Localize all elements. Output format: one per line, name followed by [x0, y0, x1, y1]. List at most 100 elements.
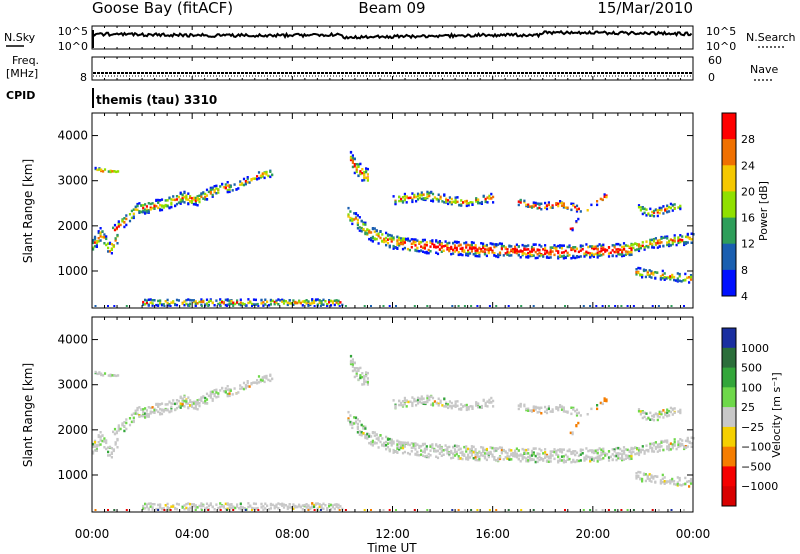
velocity-cell — [366, 383, 369, 386]
power-cell — [671, 203, 674, 207]
power-cell — [217, 191, 220, 194]
power-cell — [194, 305, 197, 307]
power-cell — [159, 302, 162, 305]
velocity-cell — [585, 457, 588, 461]
power-cell — [140, 210, 143, 214]
power-cell — [452, 200, 455, 204]
power-cell — [107, 246, 110, 250]
power-cell — [538, 206, 541, 210]
velocity-cell — [630, 447, 633, 451]
velocity-cell — [430, 395, 433, 398]
velocity-cell — [570, 452, 573, 456]
power-cell — [647, 213, 650, 216]
power-cell — [440, 245, 443, 248]
power-cell — [292, 299, 295, 302]
velocity-cell — [482, 398, 485, 402]
velocity-cell — [654, 446, 657, 449]
power-cell — [591, 245, 594, 248]
colorbar-tick-label: 24 — [741, 159, 755, 172]
velocity-cell — [107, 446, 110, 449]
power-cell — [249, 301, 252, 304]
power-cell — [144, 203, 147, 206]
velocity-cell — [433, 449, 436, 453]
velocity-cell — [377, 436, 380, 439]
power-cell — [457, 253, 460, 257]
velocity-cell — [426, 394, 429, 398]
power-cell — [564, 305, 566, 307]
velocity-cell — [284, 504, 287, 507]
velocity-cell — [575, 408, 579, 412]
colorbar-tick-label: 16 — [741, 212, 755, 225]
velocity-cell — [329, 503, 333, 507]
power-cell — [650, 270, 653, 273]
velocity-cell — [93, 445, 97, 448]
power-cell — [226, 298, 229, 301]
power-cell — [594, 245, 597, 248]
velocity-cell — [333, 507, 336, 511]
velocity-cell — [226, 502, 229, 505]
velocity-cell — [486, 405, 489, 408]
power-cell — [414, 238, 417, 241]
velocity-cell — [151, 503, 154, 506]
velocity-cell — [651, 414, 654, 418]
power-cell — [437, 193, 440, 196]
velocity-cell — [95, 449, 98, 452]
velocity-cell — [482, 450, 485, 454]
power-cell — [596, 244, 599, 248]
velocity-cell — [602, 457, 605, 460]
velocity-cell — [480, 454, 483, 457]
power-cell — [663, 272, 666, 275]
velocity-cell — [669, 482, 672, 485]
velocity-cell — [562, 461, 565, 464]
power-cell — [200, 300, 203, 303]
power-cell — [575, 247, 579, 250]
velocity-cell — [465, 403, 468, 407]
power-cell — [371, 240, 374, 243]
power-cell — [613, 246, 616, 249]
velocity-cell — [149, 502, 152, 505]
power-cell — [288, 299, 291, 302]
power-cell — [611, 249, 614, 252]
velocity-cell — [515, 455, 518, 459]
velocity-cell — [181, 403, 184, 406]
power-cell — [476, 254, 479, 258]
velocity-cell — [228, 394, 231, 398]
power-cell — [429, 245, 432, 248]
power-cell — [318, 299, 321, 302]
power-cell — [607, 252, 611, 255]
power-cell — [483, 251, 487, 254]
velocity-cell — [375, 433, 378, 436]
velocity-cell — [648, 479, 651, 482]
power-cell — [113, 223, 117, 227]
power-cell — [658, 206, 661, 210]
velocity-cell — [506, 452, 509, 455]
velocity-cell — [440, 446, 443, 449]
velocity-cell — [643, 411, 646, 415]
power-cell — [175, 298, 179, 302]
power-cell — [226, 184, 229, 187]
velocity-cell — [215, 391, 218, 394]
power-cell — [508, 251, 511, 254]
velocity-cell — [123, 429, 126, 433]
velocity-cell — [658, 415, 661, 419]
power-cell — [624, 250, 627, 253]
power-cell — [521, 252, 524, 255]
velocity-cell — [527, 407, 530, 410]
power-cell — [656, 214, 659, 218]
velocity-cell — [572, 408, 575, 411]
velocity-cell — [437, 404, 440, 407]
power-cell — [97, 230, 100, 233]
power-cell — [488, 194, 491, 198]
power-cell — [373, 227, 376, 230]
velocity-cell — [277, 502, 280, 505]
power-cell — [600, 249, 603, 253]
velocity-cell — [453, 454, 457, 457]
power-cell — [551, 246, 554, 249]
power-cell — [392, 247, 395, 250]
power-cell — [163, 305, 166, 307]
velocity-cell — [132, 412, 135, 415]
velocity-cell — [209, 503, 212, 507]
velocity-cell — [647, 449, 650, 453]
power-cell — [117, 170, 120, 173]
power-cell — [673, 275, 676, 279]
